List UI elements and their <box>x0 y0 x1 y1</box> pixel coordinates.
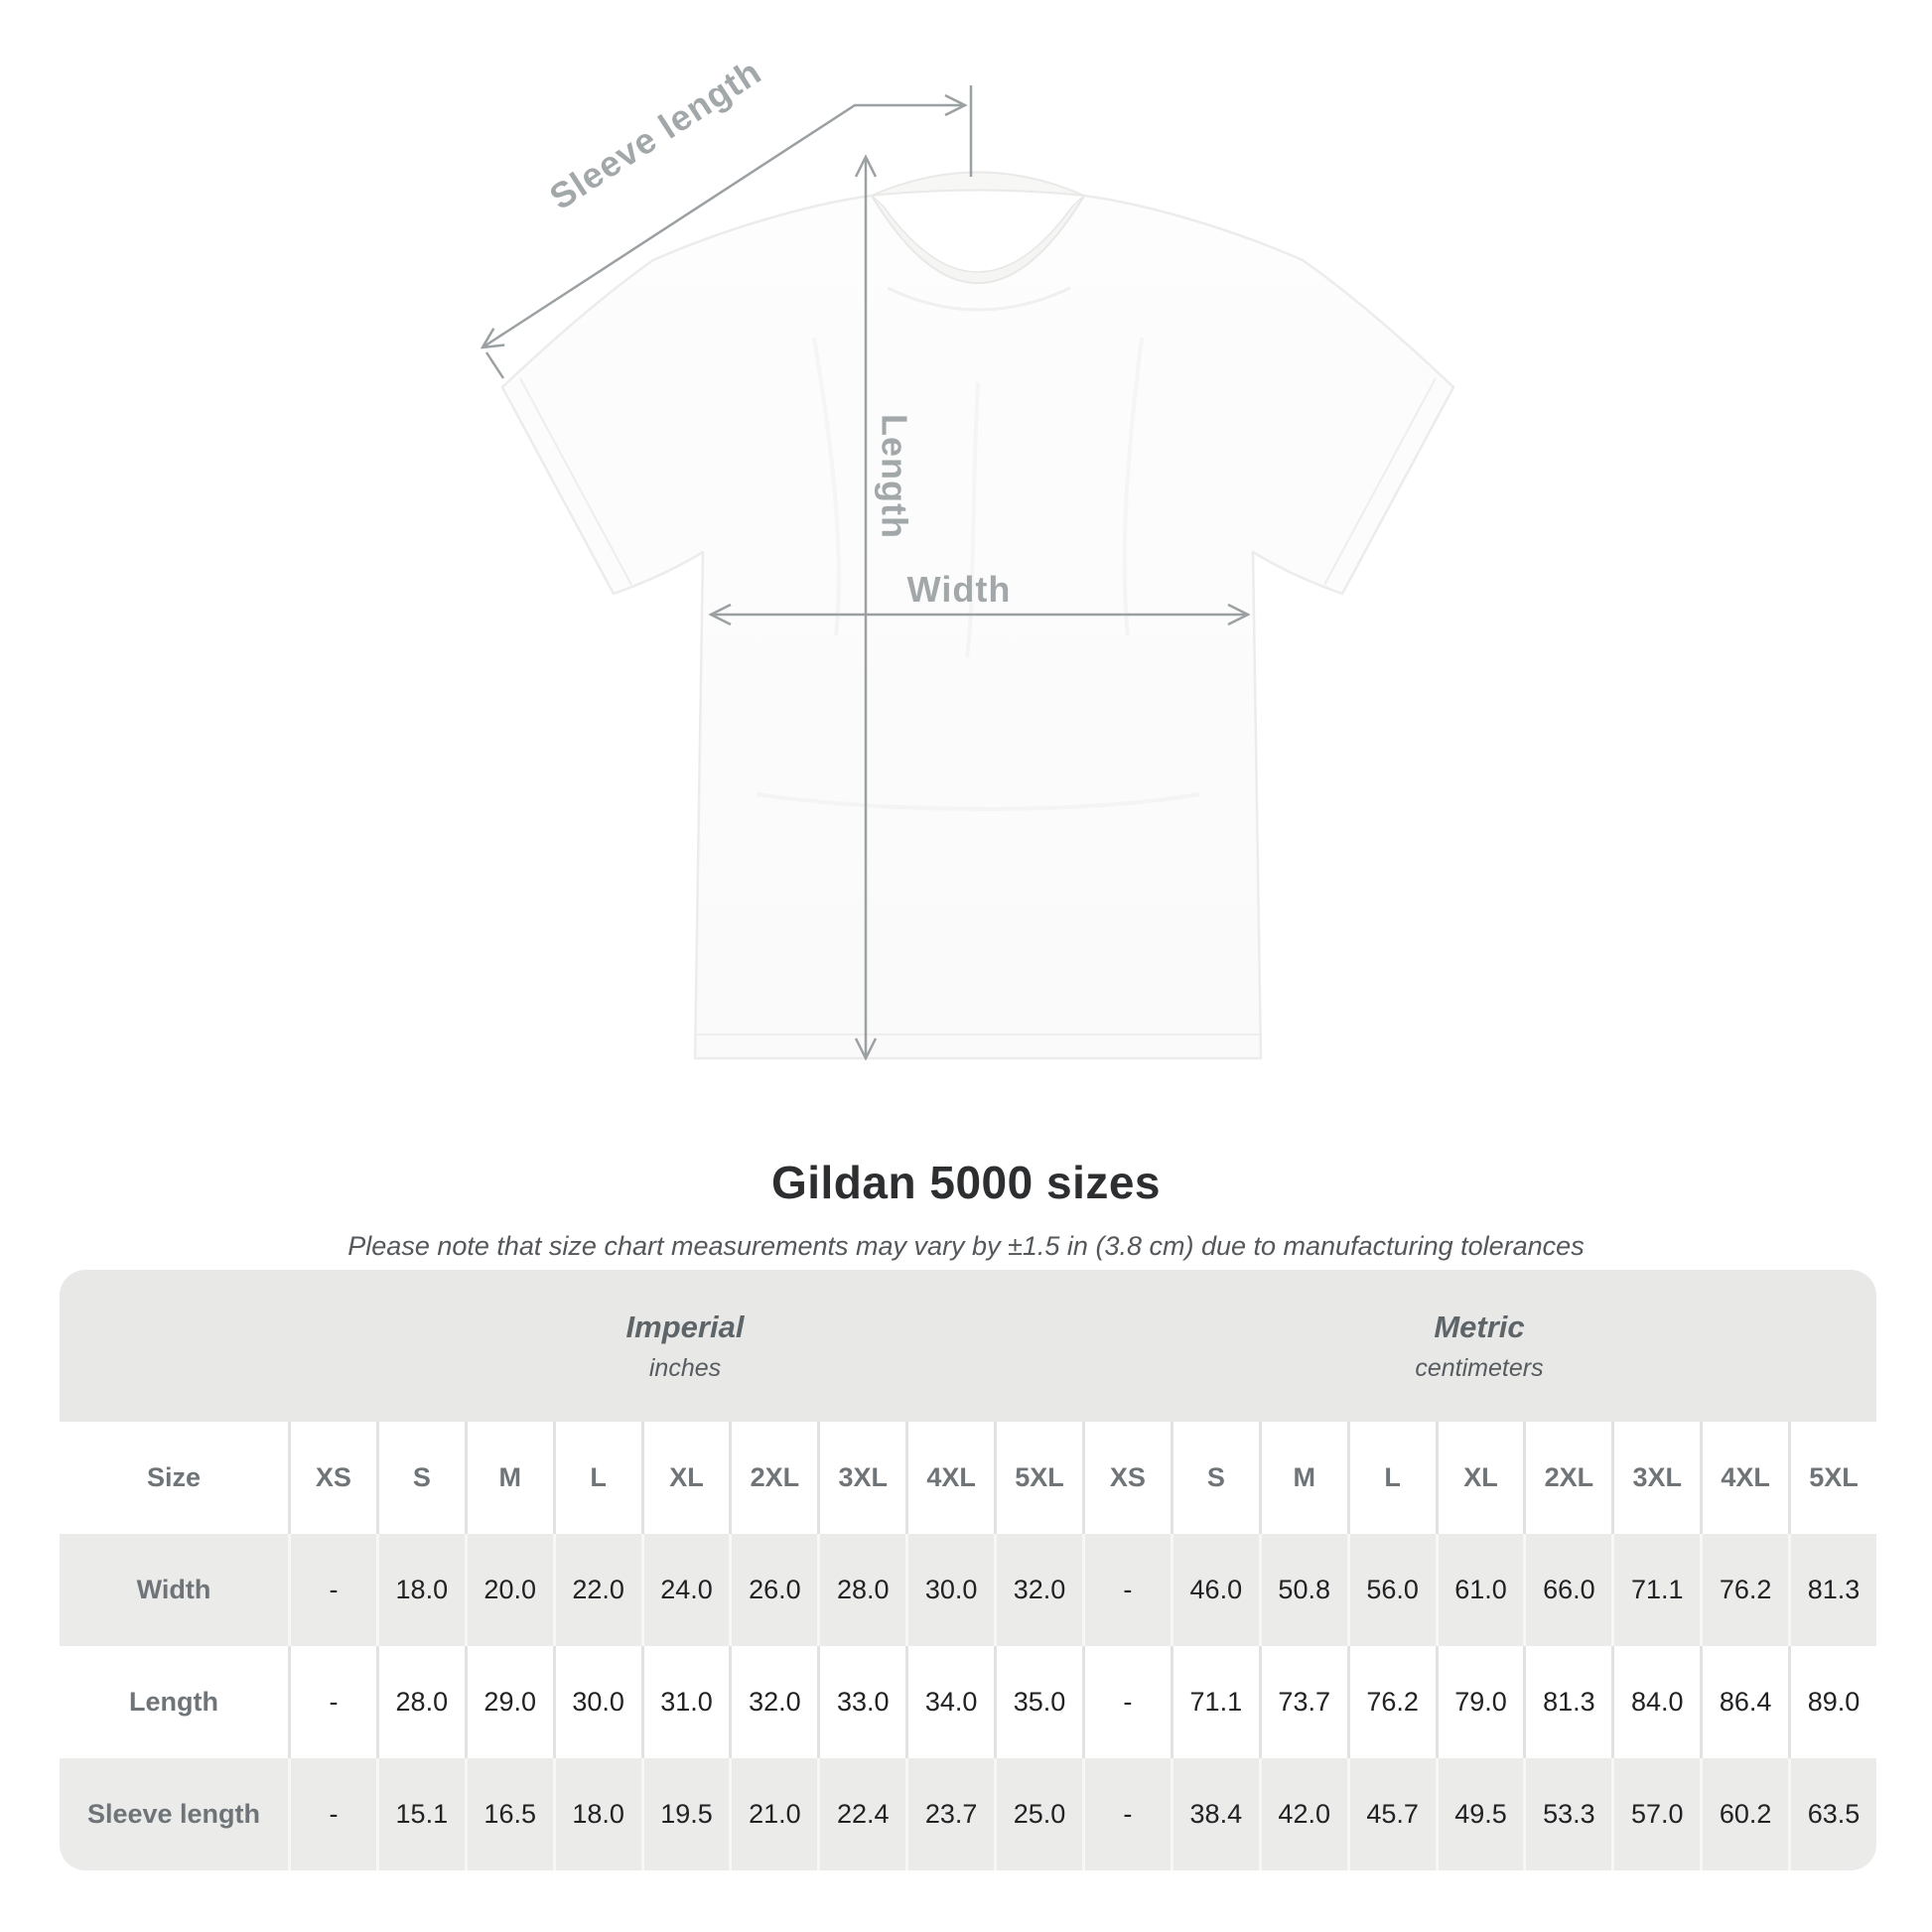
table-cell: 89.0 <box>1788 1646 1876 1758</box>
table-cell: 79.0 <box>1435 1646 1524 1758</box>
table-cell: 34.0 <box>905 1646 995 1758</box>
row-label: Sleeve length <box>60 1758 288 1870</box>
table-cell: 33.0 <box>817 1646 906 1758</box>
tshirt-measurement-diagram: Sleeve length Length Width <box>0 51 1455 1172</box>
row-label: Length <box>60 1646 288 1758</box>
table-cell: 84.0 <box>1611 1646 1701 1758</box>
tolerance-note: Please note that size chart measurements… <box>347 1231 1585 1261</box>
table-cell: 73.7 <box>1258 1646 1347 1758</box>
table-cell: 76.2 <box>1346 1646 1436 1758</box>
table-cell: 56.0 <box>1346 1534 1436 1646</box>
table-cell: 22.4 <box>817 1758 906 1870</box>
table-cell: 28.0 <box>375 1646 465 1758</box>
table-cell: 32.0 <box>994 1534 1082 1646</box>
left-cuff-seam <box>519 377 632 586</box>
right-cuff-seam <box>1323 377 1437 586</box>
size-column-header: Size <box>60 1422 288 1534</box>
column-header-metric-2xl: 2XL <box>1523 1422 1612 1534</box>
table-cell: 81.3 <box>1523 1646 1612 1758</box>
table-cell: - <box>288 1758 376 1870</box>
table-cell: 76.2 <box>1700 1534 1789 1646</box>
table-cell: 20.0 <box>464 1534 553 1646</box>
table-cell: 38.4 <box>1170 1758 1259 1870</box>
column-header-imperial-5xl: 5XL <box>994 1422 1082 1534</box>
column-header-imperial-3xl: 3XL <box>817 1422 906 1534</box>
table-cell: 18.0 <box>375 1534 465 1646</box>
sleeve-length-line <box>483 105 965 347</box>
tshirt-back-collar <box>871 171 1085 197</box>
table-cell: 25.0 <box>994 1758 1082 1870</box>
table-cell: 66.0 <box>1523 1534 1612 1646</box>
metric-units: centimeters <box>1415 1353 1544 1382</box>
fabric-folds <box>756 337 1200 811</box>
imperial-unit-header: Imperial inches <box>60 1270 1082 1422</box>
table-cell: 31.0 <box>640 1646 730 1758</box>
row-label: Width <box>60 1534 288 1646</box>
width-label: Width <box>907 569 1012 610</box>
table-cell: - <box>288 1646 376 1758</box>
column-header-metric-m: M <box>1258 1422 1347 1534</box>
table-cell: 42.0 <box>1258 1758 1347 1870</box>
table-cell: 22.0 <box>552 1534 641 1646</box>
table-cell: 16.5 <box>464 1758 553 1870</box>
table-cell: - <box>1081 1758 1171 1870</box>
column-header-imperial-m: M <box>464 1422 553 1534</box>
table-cell: 15.1 <box>375 1758 465 1870</box>
column-header-imperial-xs: XS <box>288 1422 376 1534</box>
column-header-metric-s: S <box>1170 1422 1259 1534</box>
sleeve-length-extension <box>484 351 505 379</box>
column-header-imperial-l: L <box>552 1422 641 1534</box>
table-cell: 30.0 <box>552 1646 641 1758</box>
table-cell: 46.0 <box>1170 1534 1259 1646</box>
column-header-metric-l: L <box>1346 1422 1436 1534</box>
table-cell: 19.5 <box>640 1758 730 1870</box>
table-cell: - <box>1081 1646 1171 1758</box>
column-header-imperial-2xl: 2XL <box>729 1422 818 1534</box>
sleeve-length-label: Sleeve length <box>542 51 768 217</box>
imperial-units: inches <box>648 1353 722 1382</box>
table-cell: 32.0 <box>729 1646 818 1758</box>
table-cell: 28.0 <box>817 1534 906 1646</box>
table-cell: 49.5 <box>1435 1758 1524 1870</box>
imperial-label: Imperial <box>625 1309 745 1344</box>
column-header-metric-xs: XS <box>1081 1422 1171 1534</box>
table-cell: 50.8 <box>1258 1534 1347 1646</box>
column-header-metric-5xl: 5XL <box>1788 1422 1876 1534</box>
table-cell: 18.0 <box>552 1758 641 1870</box>
tshirt-body <box>500 194 1455 1060</box>
table-cell: 53.3 <box>1523 1758 1612 1870</box>
table-cell: 30.0 <box>905 1534 995 1646</box>
table-cell: 61.0 <box>1435 1534 1524 1646</box>
table-cell: 71.1 <box>1170 1646 1259 1758</box>
column-header-imperial-xl: XL <box>640 1422 730 1534</box>
table-cell: - <box>1081 1534 1171 1646</box>
column-header-imperial-4xl: 4XL <box>905 1422 995 1534</box>
page-title: Gildan 5000 sizes <box>770 1157 1162 1208</box>
table-cell: 23.7 <box>905 1758 995 1870</box>
table-cell: 21.0 <box>729 1758 818 1870</box>
column-header-imperial-s: S <box>375 1422 465 1534</box>
size-table: Imperial inches Metric centimeters Size X… <box>60 1270 1876 1870</box>
column-header-metric-4xl: 4XL <box>1700 1422 1789 1534</box>
table-cell: 86.4 <box>1700 1646 1789 1758</box>
table-cell: 71.1 <box>1611 1534 1701 1646</box>
table-cell: 29.0 <box>464 1646 553 1758</box>
table-cell: 35.0 <box>994 1646 1082 1758</box>
metric-unit-header: Metric centimeters <box>1081 1270 1876 1422</box>
length-label: Length <box>874 414 914 539</box>
table-cell: 81.3 <box>1788 1534 1876 1646</box>
table-cell: 60.2 <box>1700 1758 1789 1870</box>
table-cell: 45.7 <box>1346 1758 1436 1870</box>
metric-label: Metric <box>1434 1309 1525 1344</box>
table-cell: 26.0 <box>729 1534 818 1646</box>
dimension-lines <box>483 85 1248 1058</box>
table-cell: 24.0 <box>640 1534 730 1646</box>
table-cell: 57.0 <box>1611 1758 1701 1870</box>
column-header-metric-xl: XL <box>1435 1422 1524 1534</box>
table-cell: 63.5 <box>1788 1758 1876 1870</box>
column-header-metric-3xl: 3XL <box>1611 1422 1701 1534</box>
table-cell: - <box>288 1534 376 1646</box>
